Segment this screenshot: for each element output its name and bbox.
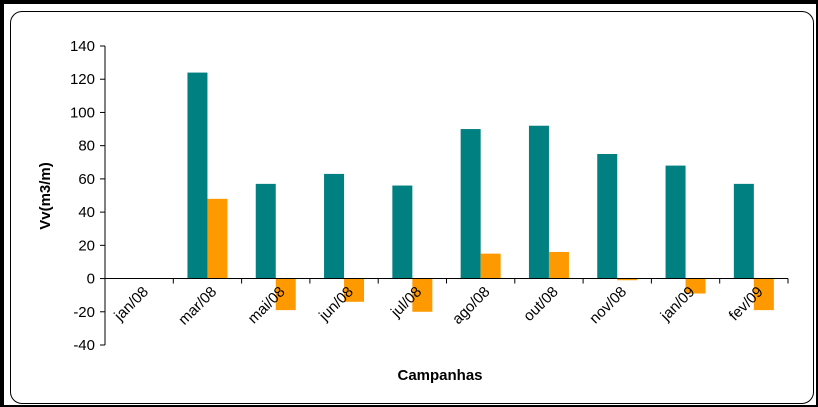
- y-tick-label: 120: [70, 71, 95, 88]
- y-tick-label: 140: [70, 38, 95, 55]
- y-tick-label: 20: [78, 237, 95, 254]
- bar-series-2: [344, 278, 365, 302]
- bar-series-2: [753, 278, 774, 311]
- y-tick-label: 60: [78, 171, 95, 188]
- bar-series-1: [255, 183, 276, 279]
- bar-series-1: [597, 153, 618, 279]
- y-tick-label: 40: [78, 204, 95, 221]
- bar-series-2: [412, 278, 433, 312]
- bar-series-1: [665, 165, 686, 279]
- x-axis-title: Campanhas: [397, 367, 482, 384]
- bar-series-1: [187, 72, 208, 279]
- bar-series-1: [733, 183, 754, 279]
- x-axis-ticks: jan/08 mar/08 mai/08 jun/08 jul/08 ago/08 out/…: [104, 278, 789, 328]
- bar-series-2: [617, 278, 638, 281]
- y-tick-label: 100: [70, 104, 95, 121]
- bars: [187, 72, 774, 312]
- x-tick-label: jan/08: [110, 283, 152, 325]
- x-tick-label: out/08: [520, 283, 562, 325]
- x-tick-label: jan/09: [657, 283, 699, 325]
- bar-series-1: [392, 185, 413, 279]
- y-tick-label: -40: [73, 337, 95, 354]
- y-axis-ticks: -40 -20 0 20 40 60 80 100 120 140: [70, 38, 105, 354]
- bar-series-2: [548, 251, 569, 279]
- x-tick-label: ago/08: [449, 283, 493, 327]
- bar-series-2: [207, 198, 228, 279]
- x-tick-label: mar/08: [175, 283, 220, 328]
- y-tick-label: 80: [78, 138, 95, 155]
- bar-series-1: [460, 129, 481, 279]
- x-tick-label: jun/08: [315, 283, 357, 325]
- x-tick-label: nov/08: [586, 283, 630, 327]
- y-tick-label: -20: [73, 304, 95, 321]
- bar-series-2: [275, 278, 296, 311]
- bar-series-2: [480, 253, 501, 279]
- bar-series-2: [685, 278, 706, 294]
- bar-series-1: [528, 125, 549, 279]
- y-tick-label: 0: [87, 271, 95, 288]
- y-axis-title: Vv(m3/m): [37, 162, 54, 230]
- bar-series-1: [324, 173, 345, 279]
